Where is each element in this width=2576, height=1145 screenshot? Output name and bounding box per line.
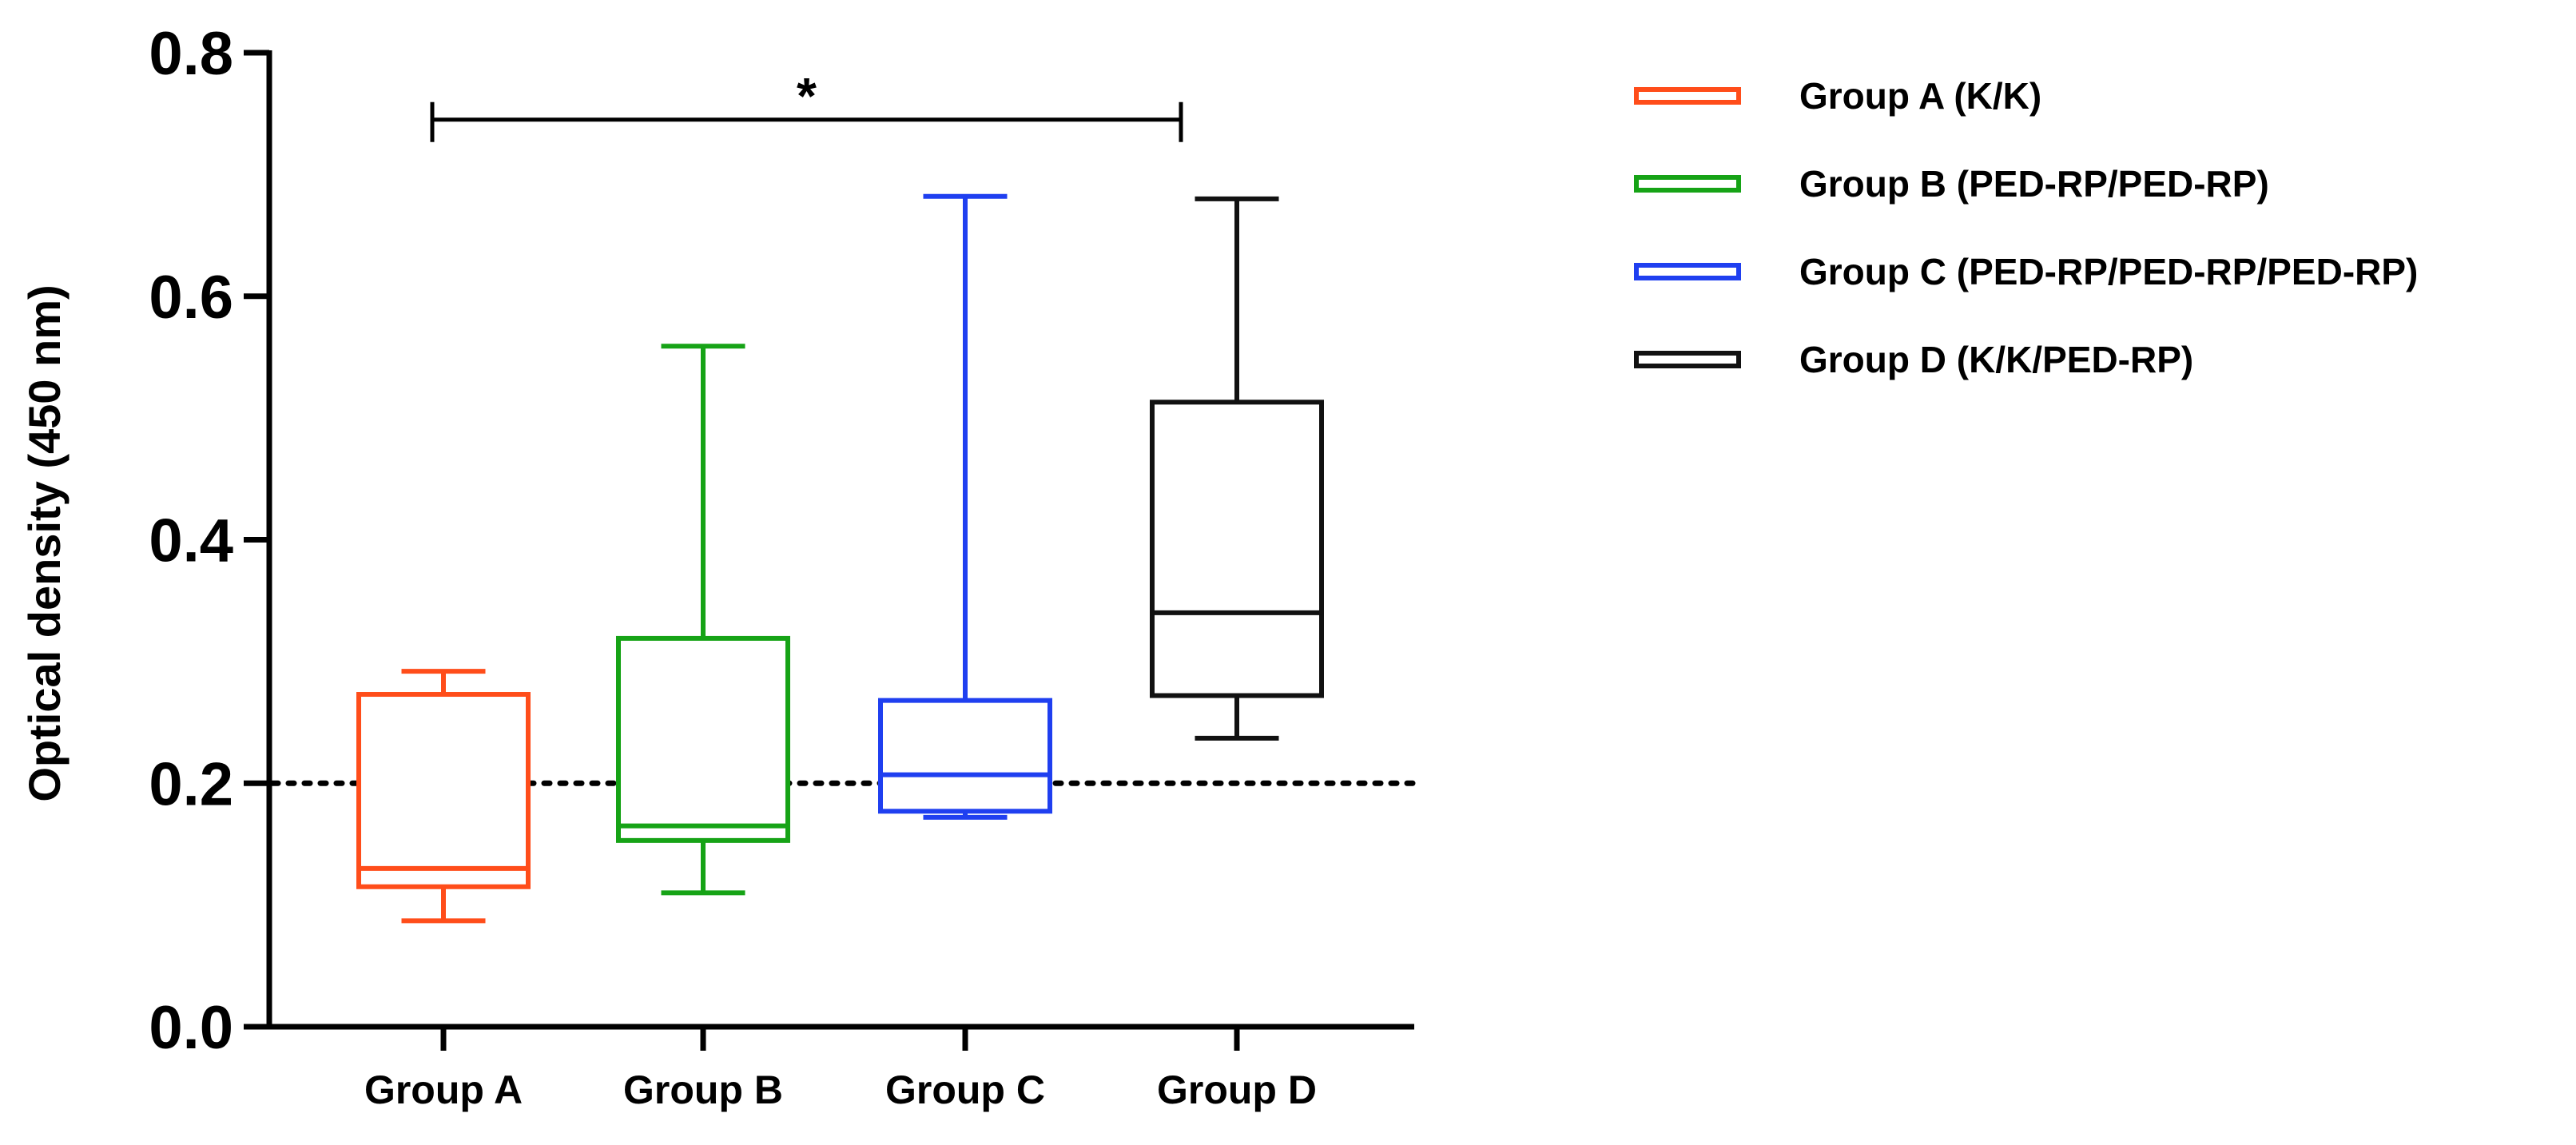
boxes [356, 193, 1324, 924]
y-tick-label: 0.4 [149, 507, 233, 575]
x-tick-label: Group D [1157, 1067, 1317, 1112]
legend-swatch [1634, 87, 1741, 105]
x-tick-label: Group B [623, 1067, 783, 1112]
box-iqr [356, 692, 531, 889]
significance-bracket-group: * [430, 67, 1183, 142]
legend-swatch [1634, 175, 1741, 193]
significance-label: * [797, 67, 817, 125]
box-iqr [616, 635, 790, 843]
legend-swatch [1634, 263, 1741, 280]
y-tick-label: 0.8 [149, 20, 233, 88]
x-tick-label: Group C [885, 1067, 1045, 1112]
y-axis-ticks: 0.0 0.2 0.4 0.6 0.8 [149, 20, 269, 1062]
y-tick-label: 0.6 [149, 264, 233, 332]
y-tick-label: 0.2 [149, 750, 233, 818]
x-axis-ticks: Group A Group B Group C Group D [364, 1027, 1317, 1112]
box-group-b [616, 344, 790, 896]
box-group-a [356, 669, 531, 924]
box-group-d [1150, 196, 1324, 741]
legend-label: Group D (K/K/PED-RP) [1799, 339, 2193, 380]
legend-swatch [1634, 351, 1741, 368]
box-iqr [878, 698, 1052, 814]
x-tick-label: Group A [364, 1067, 523, 1112]
legend: Group A (K/K) Group B (PED-RP/PED-RP) Grou… [1634, 75, 2418, 380]
box-iqr [1150, 400, 1324, 698]
legend-label: Group C (PED-RP/PED-RP/PED-RP) [1799, 251, 2418, 292]
legend-label: Group A (K/K) [1799, 75, 2041, 117]
legend-label: Group B (PED-RP/PED-RP) [1799, 163, 2269, 205]
box-group-c [878, 193, 1052, 820]
y-tick-label: 0.0 [149, 994, 233, 1062]
y-axis-label: Optical density (450 nm) [19, 284, 70, 801]
